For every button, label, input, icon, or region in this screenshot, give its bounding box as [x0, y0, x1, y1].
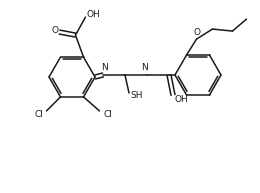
Text: SH: SH	[131, 91, 143, 100]
Text: O: O	[193, 28, 200, 37]
Text: OH: OH	[87, 10, 100, 19]
Text: N: N	[102, 63, 108, 73]
Text: O: O	[51, 26, 58, 35]
Text: OH: OH	[174, 95, 188, 103]
Text: Cl: Cl	[34, 110, 43, 119]
Text: Cl: Cl	[103, 110, 112, 119]
Text: N: N	[142, 63, 148, 73]
